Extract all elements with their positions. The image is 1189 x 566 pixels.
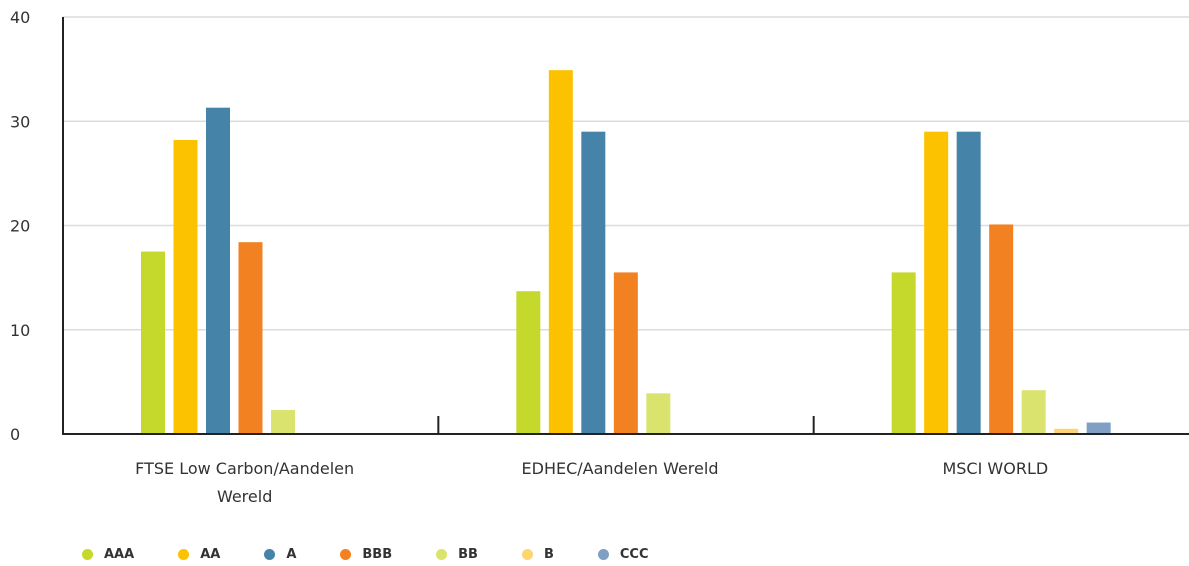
y-tick-label: 20 [10,217,30,236]
y-tick-label: 0 [10,425,20,444]
bar-aa-1 [548,70,573,434]
category-label: EDHEC/Aandelen Wereld [522,459,719,478]
bar-aaa-0 [141,251,165,434]
category-label: Wereld [217,487,272,506]
legend-swatch [597,549,609,560]
legend-swatch [436,549,448,560]
legend-label: A [286,547,297,562]
legend-label: B [543,547,554,562]
bar-aa-0 [173,140,198,434]
bars [141,70,1111,435]
legend-item-b: B [521,547,554,562]
legend-item-ccc: CCC [597,547,649,562]
axes [62,17,1189,435]
legend-item-aaa: AAA [82,547,134,562]
legend-swatch [82,549,93,560]
legend-item-bbb: BBB [340,547,392,562]
bar-b-2 [1054,428,1079,434]
bar-aaa-1 [516,291,541,434]
bar-bb-2 [1021,390,1046,434]
category-label: MSCI WORLD [942,459,1048,478]
category-labels: FTSE Low Carbon/Aandelen Wereld EDHEC/Aand… [135,459,1048,506]
bar-a-2 [956,131,981,435]
legend-label: AA [200,547,221,562]
legend: AAA AA A BBB BB B CCC [82,547,692,562]
legend-item-bb: BB [436,547,478,562]
bar-bb-1 [646,393,671,434]
bar-bbb-2 [989,224,1014,434]
legend-item-a: A [264,547,296,562]
bar-bbb-0 [238,242,263,434]
bar-bb-0 [271,410,295,434]
legend-label: CCC [619,547,649,562]
y-tick-label: 40 [10,8,30,27]
legend-swatch [521,549,533,560]
legend-swatch [178,549,190,560]
bar-aaa-2 [891,272,916,434]
bar-aa-2 [924,131,949,435]
bar-a-1 [581,131,606,435]
legend-label: BBB [362,547,393,562]
y-tick-label: 10 [10,321,30,340]
legend-swatch [264,549,276,560]
legend-label: AAA [104,547,135,562]
bar-chart: 0 10 20 30 40 FTSE Low Carbon/Aandelen Wereld… [10,8,1189,506]
y-tick-labels: 0 10 20 30 40 [10,8,30,444]
category-label: FTSE Low Carbon/Aandelen [135,459,354,478]
y-tick-label: 30 [10,112,30,131]
legend-item-aa: AA [178,547,220,562]
bar-ccc-2 [1086,422,1111,434]
legend-swatch [340,549,352,560]
bar-bbb-1 [613,272,638,434]
bar-a-0 [206,107,230,434]
legend-label: BB [458,547,478,562]
